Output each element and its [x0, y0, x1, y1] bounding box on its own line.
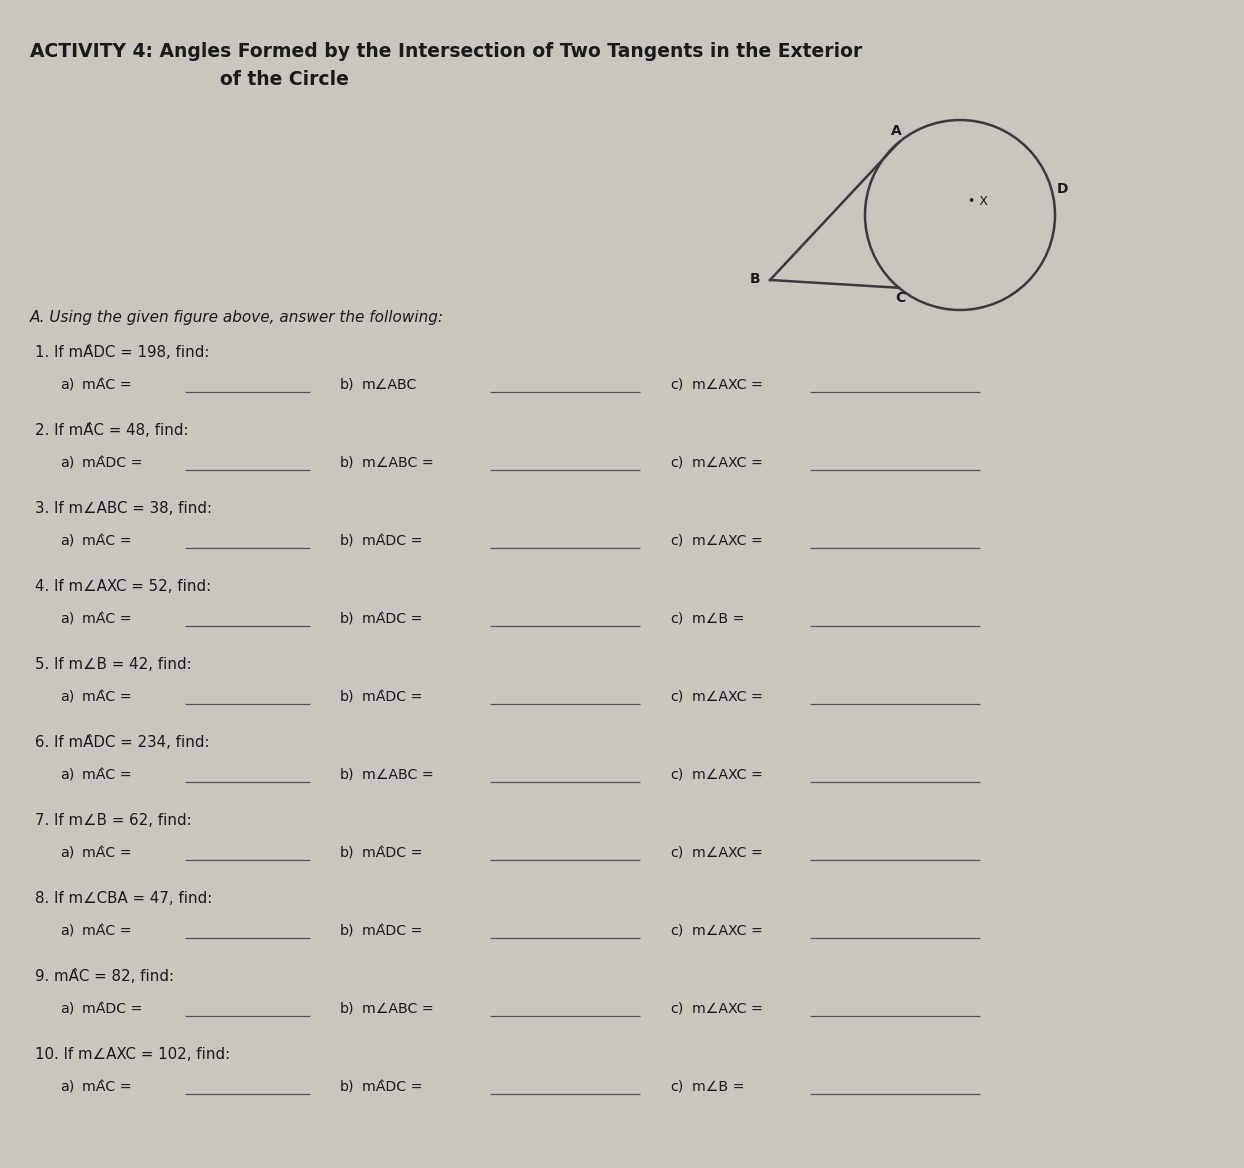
Text: m∠AXC =: m∠AXC = — [692, 1002, 763, 1016]
Text: a): a) — [60, 690, 75, 704]
Text: m∠AXC =: m∠AXC = — [692, 924, 763, 938]
Text: c): c) — [671, 612, 683, 626]
Text: 2. If mÂC = 48, find:: 2. If mÂC = 48, find: — [35, 423, 189, 438]
Text: b): b) — [340, 378, 355, 392]
Text: D: D — [1056, 182, 1069, 196]
Text: 4. If m∠AXC = 52, find:: 4. If m∠AXC = 52, find: — [35, 579, 211, 595]
Text: A. Using the given figure above, answer the following:: A. Using the given figure above, answer … — [30, 310, 444, 325]
Text: a): a) — [60, 534, 75, 548]
Text: mÂC =: mÂC = — [82, 378, 132, 392]
Text: m∠AXC =: m∠AXC = — [692, 378, 763, 392]
Text: mÂDC =: mÂDC = — [362, 1080, 423, 1094]
Text: m∠AXC =: m∠AXC = — [692, 769, 763, 783]
Text: c): c) — [671, 1002, 683, 1016]
Text: a): a) — [60, 769, 75, 783]
Text: m∠AXC =: m∠AXC = — [692, 690, 763, 704]
Text: a): a) — [60, 378, 75, 392]
Text: mÂC =: mÂC = — [82, 534, 132, 548]
Text: b): b) — [340, 1080, 355, 1094]
Text: c): c) — [671, 378, 683, 392]
Text: b): b) — [340, 690, 355, 704]
Text: c): c) — [671, 690, 683, 704]
Text: a): a) — [60, 1002, 75, 1016]
Text: b): b) — [340, 769, 355, 783]
Text: mÂC =: mÂC = — [82, 1080, 132, 1094]
Text: m∠B =: m∠B = — [692, 612, 744, 626]
Text: c): c) — [671, 769, 683, 783]
Text: c): c) — [671, 1080, 683, 1094]
Text: 10. If m∠AXC = 102, find:: 10. If m∠AXC = 102, find: — [35, 1047, 230, 1062]
Text: a): a) — [60, 456, 75, 470]
Text: B: B — [750, 272, 760, 286]
Text: ACTIVITY 4: Angles Formed by the Intersection of Two Tangents in the Exterior: ACTIVITY 4: Angles Formed by the Interse… — [30, 42, 862, 61]
Text: c): c) — [671, 924, 683, 938]
Text: mÂDC =: mÂDC = — [362, 924, 423, 938]
Text: b): b) — [340, 534, 355, 548]
Text: m∠AXC =: m∠AXC = — [692, 456, 763, 470]
Text: m∠ABC =: m∠ABC = — [362, 456, 434, 470]
Text: mÂC =: mÂC = — [82, 846, 132, 860]
Text: 8. If m∠CBA = 47, find:: 8. If m∠CBA = 47, find: — [35, 891, 213, 906]
Text: c): c) — [671, 846, 683, 860]
Text: b): b) — [340, 612, 355, 626]
Text: m∠ABC =: m∠ABC = — [362, 1002, 434, 1016]
Text: m∠AXC =: m∠AXC = — [692, 846, 763, 860]
Text: C: C — [894, 291, 906, 305]
Text: of the Circle: of the Circle — [220, 70, 348, 89]
Text: mÂDC =: mÂDC = — [362, 846, 423, 860]
Text: mÂC =: mÂC = — [82, 769, 132, 783]
Text: mÂDC =: mÂDC = — [82, 456, 143, 470]
Text: 3. If m∠ABC = 38, find:: 3. If m∠ABC = 38, find: — [35, 501, 211, 516]
Text: a): a) — [60, 846, 75, 860]
Text: b): b) — [340, 924, 355, 938]
Text: mÂDC =: mÂDC = — [362, 612, 423, 626]
Text: a): a) — [60, 612, 75, 626]
Text: m∠AXC =: m∠AXC = — [692, 534, 763, 548]
Text: a): a) — [60, 1080, 75, 1094]
FancyBboxPatch shape — [16, 16, 1230, 1152]
Text: b): b) — [340, 846, 355, 860]
Text: 6. If mÂDC = 234, find:: 6. If mÂDC = 234, find: — [35, 735, 209, 750]
Text: b): b) — [340, 1002, 355, 1016]
Text: m∠B =: m∠B = — [692, 1080, 744, 1094]
Text: mÂC =: mÂC = — [82, 612, 132, 626]
Text: 5. If m∠B = 42, find:: 5. If m∠B = 42, find: — [35, 656, 192, 672]
Text: mÂDC =: mÂDC = — [82, 1002, 143, 1016]
Text: mÂC =: mÂC = — [82, 924, 132, 938]
Text: mÂDC =: mÂDC = — [362, 690, 423, 704]
Text: a): a) — [60, 924, 75, 938]
Text: mÂC =: mÂC = — [82, 690, 132, 704]
Text: • X: • X — [968, 195, 988, 208]
Text: 7. If m∠B = 62, find:: 7. If m∠B = 62, find: — [35, 813, 192, 828]
Text: 1. If mÂDC = 198, find:: 1. If mÂDC = 198, find: — [35, 345, 209, 360]
Text: mÂDC =: mÂDC = — [362, 534, 423, 548]
Text: 9. mÂC = 82, find:: 9. mÂC = 82, find: — [35, 969, 174, 983]
Text: A: A — [891, 124, 902, 138]
Text: b): b) — [340, 456, 355, 470]
Text: m∠ABC: m∠ABC — [362, 378, 418, 392]
Text: m∠ABC =: m∠ABC = — [362, 769, 434, 783]
Text: c): c) — [671, 456, 683, 470]
Text: c): c) — [671, 534, 683, 548]
